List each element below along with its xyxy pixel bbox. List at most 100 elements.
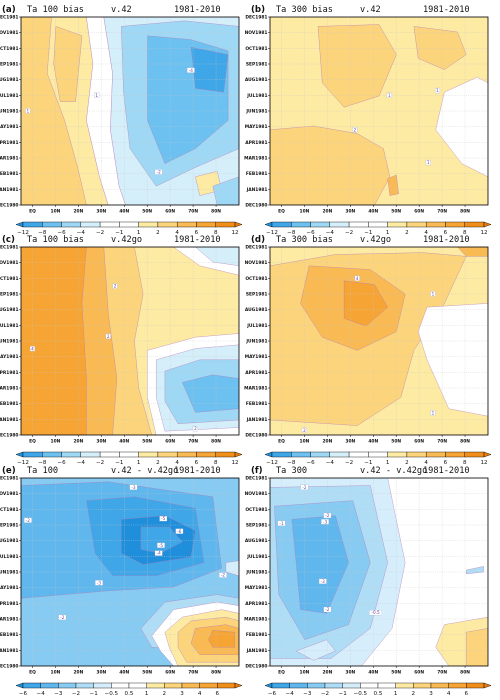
x-tick-label: 20N xyxy=(73,209,83,215)
contour-label-box xyxy=(301,427,307,433)
colorbar-label: −4 xyxy=(77,460,86,466)
y-tick-label: DEC1981 xyxy=(245,476,267,482)
y-tick-label: DEC1980 xyxy=(245,433,267,439)
colorbar-label: −2 xyxy=(345,230,353,236)
colorbar-swatch xyxy=(99,451,120,458)
colorbar-swatch xyxy=(22,451,43,458)
contour-label-box xyxy=(430,410,436,416)
y-tick-label: APR1981 xyxy=(0,370,19,376)
panel-version: v.42 - v.42go xyxy=(111,466,178,476)
x-tick-label: 50N xyxy=(142,670,152,676)
x-tick-label: EQ xyxy=(29,209,36,215)
colorbar-label: −6 xyxy=(57,230,66,236)
colorbar-swatch xyxy=(348,221,369,228)
colorbar-label: 1 xyxy=(145,691,149,697)
x-tick-label: 50N xyxy=(391,439,401,445)
colorbar-label: −4 xyxy=(77,230,86,236)
y-tick-label: JUN1981 xyxy=(0,109,19,115)
contour-label: -1 xyxy=(279,521,284,526)
panel-version: v.42go xyxy=(111,235,142,245)
colorbar-label: −6 xyxy=(19,691,28,697)
contour-label-box xyxy=(186,67,195,73)
y-tick-label: DEC1980 xyxy=(245,664,267,670)
panel-period: 1981-2010 xyxy=(423,466,470,476)
x-tick-label: 30N xyxy=(345,439,355,445)
y-tick-label: MAR1981 xyxy=(0,386,19,392)
y-tick-label: SEP1981 xyxy=(246,292,268,298)
contour-label: -3 xyxy=(131,485,136,490)
panel-version: v.42 xyxy=(111,5,132,15)
y-tick-label: JUN1981 xyxy=(245,109,267,115)
x-tick-label: 50N xyxy=(391,670,401,676)
contour-label-box xyxy=(154,550,163,556)
y-tick-label: DEC1981 xyxy=(0,476,19,482)
y-tick-label: JAN1981 xyxy=(0,648,19,654)
colorbar-swatch xyxy=(271,451,292,458)
contour-region xyxy=(208,630,235,648)
colorbar-arrow-right xyxy=(483,682,492,689)
x-tick-label: 60N xyxy=(165,209,175,215)
colorbar-label: −1 xyxy=(115,230,124,236)
contour-label-box xyxy=(321,519,329,525)
x-tick-label: 40N xyxy=(368,439,378,445)
colorbar-swatch xyxy=(464,451,485,458)
x-tick-label: 40N xyxy=(119,439,129,445)
colorbar-swatch xyxy=(99,221,120,228)
colorbar-label: 4 xyxy=(424,460,428,466)
contour-label-box xyxy=(157,542,165,548)
x-tick-label: 80N xyxy=(211,670,221,676)
colorbar-label: −8 xyxy=(38,460,47,466)
colorbar-swatch xyxy=(215,221,236,228)
y-tick-label: FEB1981 xyxy=(0,632,19,638)
colorbar-label: 2 xyxy=(156,230,160,236)
contour-region xyxy=(182,374,239,413)
grid xyxy=(21,478,239,666)
x-tick-label: 40N xyxy=(119,670,129,676)
y-tick-label: FEB1981 xyxy=(246,632,268,638)
colorbar-swatch xyxy=(464,221,485,228)
panel-period: 1981-2010 xyxy=(423,235,470,245)
colorbar-label: 12 xyxy=(480,230,487,236)
panel-title: Ta 100 bias xyxy=(27,235,84,245)
contour-label-box xyxy=(354,275,360,281)
y-tick-label: JUL1981 xyxy=(0,93,19,99)
colorbar-label: 4 xyxy=(198,691,202,697)
colorbar-swatch xyxy=(196,221,216,228)
contour-label: -2 xyxy=(157,170,162,175)
contour-label: 2 xyxy=(303,428,306,433)
contour-label: 1 xyxy=(427,160,430,165)
contour-label-box xyxy=(277,520,286,526)
contour-label: -2 xyxy=(325,607,330,612)
contour-label-box xyxy=(430,291,436,297)
y-tick-label: APR1981 xyxy=(245,601,267,607)
colorbar-swatch xyxy=(430,682,449,689)
contour-label: 1 xyxy=(432,292,435,297)
contour-region xyxy=(291,515,349,614)
colorbar-label: −8 xyxy=(287,230,296,236)
colorbar-swatch xyxy=(425,451,446,458)
colorbar-swatch xyxy=(119,221,139,228)
panel-period: 1981-2010 xyxy=(174,235,221,245)
colorbar-swatch xyxy=(324,682,343,689)
contour-label: -6 xyxy=(177,529,182,534)
colorbar-swatch xyxy=(75,682,94,689)
x-tick-label: 60N xyxy=(414,439,424,445)
x-tick-label: 30N xyxy=(345,209,355,215)
contour-label: -3 xyxy=(321,579,326,584)
y-tick-label: JAN1981 xyxy=(246,417,268,423)
colorbar-label: 2 xyxy=(156,460,160,466)
colorbar-label: 2 xyxy=(412,691,416,697)
colorbar-label: 4 xyxy=(175,230,179,236)
y-tick-label: JUL1981 xyxy=(246,323,267,329)
contour-label-box xyxy=(95,580,103,586)
colorbar-label: 4 xyxy=(447,691,451,697)
colorbar-label: 2 xyxy=(163,691,167,697)
colorbar-swatch xyxy=(176,451,197,458)
y-tick-label: JUN1981 xyxy=(0,570,19,576)
x-tick-label: 50N xyxy=(142,439,152,445)
panel-d: EQ 10N 20N 30N 40N 50N 60N 70N 80N DEC1980 JAN1981… xyxy=(244,235,492,466)
colorbar-label: −1 xyxy=(339,691,348,697)
y-tick-label: JAN1981 xyxy=(0,187,19,193)
colorbar: −6 −4 −3 −2 −1 −0.5 0.5 1 2 3 4 6 xyxy=(264,682,492,697)
